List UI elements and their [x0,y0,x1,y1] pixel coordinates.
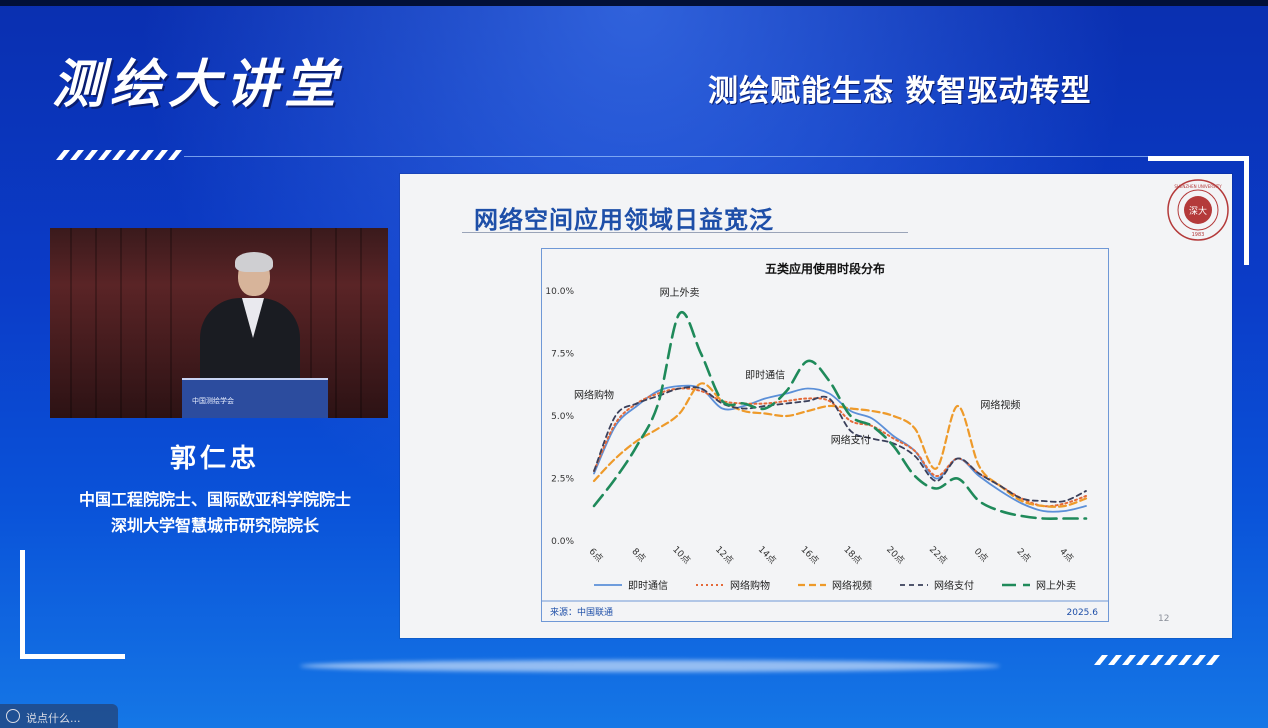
x-tick-label: 8点 [629,546,647,564]
x-tick-label: 0点 [972,546,990,564]
top-bar [0,0,1268,6]
stripe-decoration-right [1094,655,1220,665]
smiley-icon[interactable] [6,709,20,723]
x-tick-label: 10点 [670,544,692,566]
legend-label: 网上外卖 [1036,580,1076,592]
slide-title: 网络空间应用领域日益宽泛 [474,206,774,234]
speaker-video: 中国测绘学会 [50,228,388,418]
x-tick-label: 18点 [841,544,863,566]
chart-annotation: 网上外卖 [660,287,700,299]
chart-frame: 五类应用使用时段分布 0.0% 2.5% 5.0% 7.5% 10.0% 6点 8点 10点 12… [541,248,1109,622]
stripe-decoration-left [56,150,182,160]
chart-title: 五类应用使用时段分布 [765,261,885,276]
chart-annotation: 网络视频 [980,399,1020,412]
series-line-5 [592,310,1088,520]
stage-light [300,660,1000,672]
corner-bracket-bottom-left [20,550,125,659]
svg-text:SHENZHEN UNIVERSITY: SHENZHEN UNIVERSITY [1174,184,1222,189]
svg-text:1983: 1983 [1192,232,1205,238]
podium-label: 中国测绘学会 [192,397,234,405]
y-tick-label: 10.0% [545,287,574,297]
x-tick-label: 6点 [587,546,605,564]
y-tick-label: 0.0% [551,537,574,547]
usage-time-chart: 五类应用使用时段分布 0.0% 2.5% 5.0% 7.5% 10.0% 6点 8点 10点 12… [542,261,1108,618]
legend-label: 网络购物 [730,579,770,592]
chart-date: 2025.6 [1067,608,1099,618]
chart-annotation: 网络支付 [831,434,871,447]
divider-line [184,156,1244,157]
legend-label: 即时通信 [628,580,668,592]
x-tick-label: 20点 [884,544,906,566]
program-logo: 测绘大讲堂 [52,54,343,115]
podium: 中国测绘学会 [182,378,328,418]
university-seal-icon: 深大 1983 SHENZHEN UNIVERSITY [1167,179,1229,241]
x-tick-label: 12点 [713,544,735,566]
speaker-title-2: 深圳大学智慧城市研究院院长 [110,516,319,535]
presentation-slide: 网络空间应用领域日益宽泛 深大 1983 SHENZHEN UNIVERSITY… [400,174,1232,638]
page-number: 12 [1158,614,1170,624]
legend-label: 网络视频 [832,579,872,592]
slogan: 测绘赋能生态 数智驱动转型 [708,74,1092,109]
series-line-4 [593,386,1087,503]
series-line-1 [593,384,1087,513]
chart-annotation: 即时通信 [745,370,785,382]
x-tick-label: 22点 [927,544,949,566]
x-tick-label: 2点 [1014,546,1032,564]
x-tick-label: 14点 [756,544,778,566]
y-tick-label: 2.5% [551,475,574,485]
chart-source: 来源：中国联通 [550,606,613,618]
x-tick-label: 16点 [799,544,821,566]
x-tick-label: 4点 [1057,546,1075,564]
speaker-title-1: 中国工程院院士、国际欧亚科学院院士 [78,490,351,509]
chat-placeholder: 说点什么... [26,712,81,725]
slide-title-underline [462,232,908,233]
chart-annotation: 网络购物 [574,389,614,402]
chat-input[interactable]: 说点什么... [0,704,118,728]
legend-label: 网络支付 [934,579,974,592]
y-tick-label: 5.0% [551,412,574,422]
corner-bracket-top-right [1148,156,1249,265]
y-tick-label: 7.5% [551,350,574,360]
speaker-name: 郭仁忠 [169,444,260,474]
svg-text:深大: 深大 [1189,205,1207,217]
